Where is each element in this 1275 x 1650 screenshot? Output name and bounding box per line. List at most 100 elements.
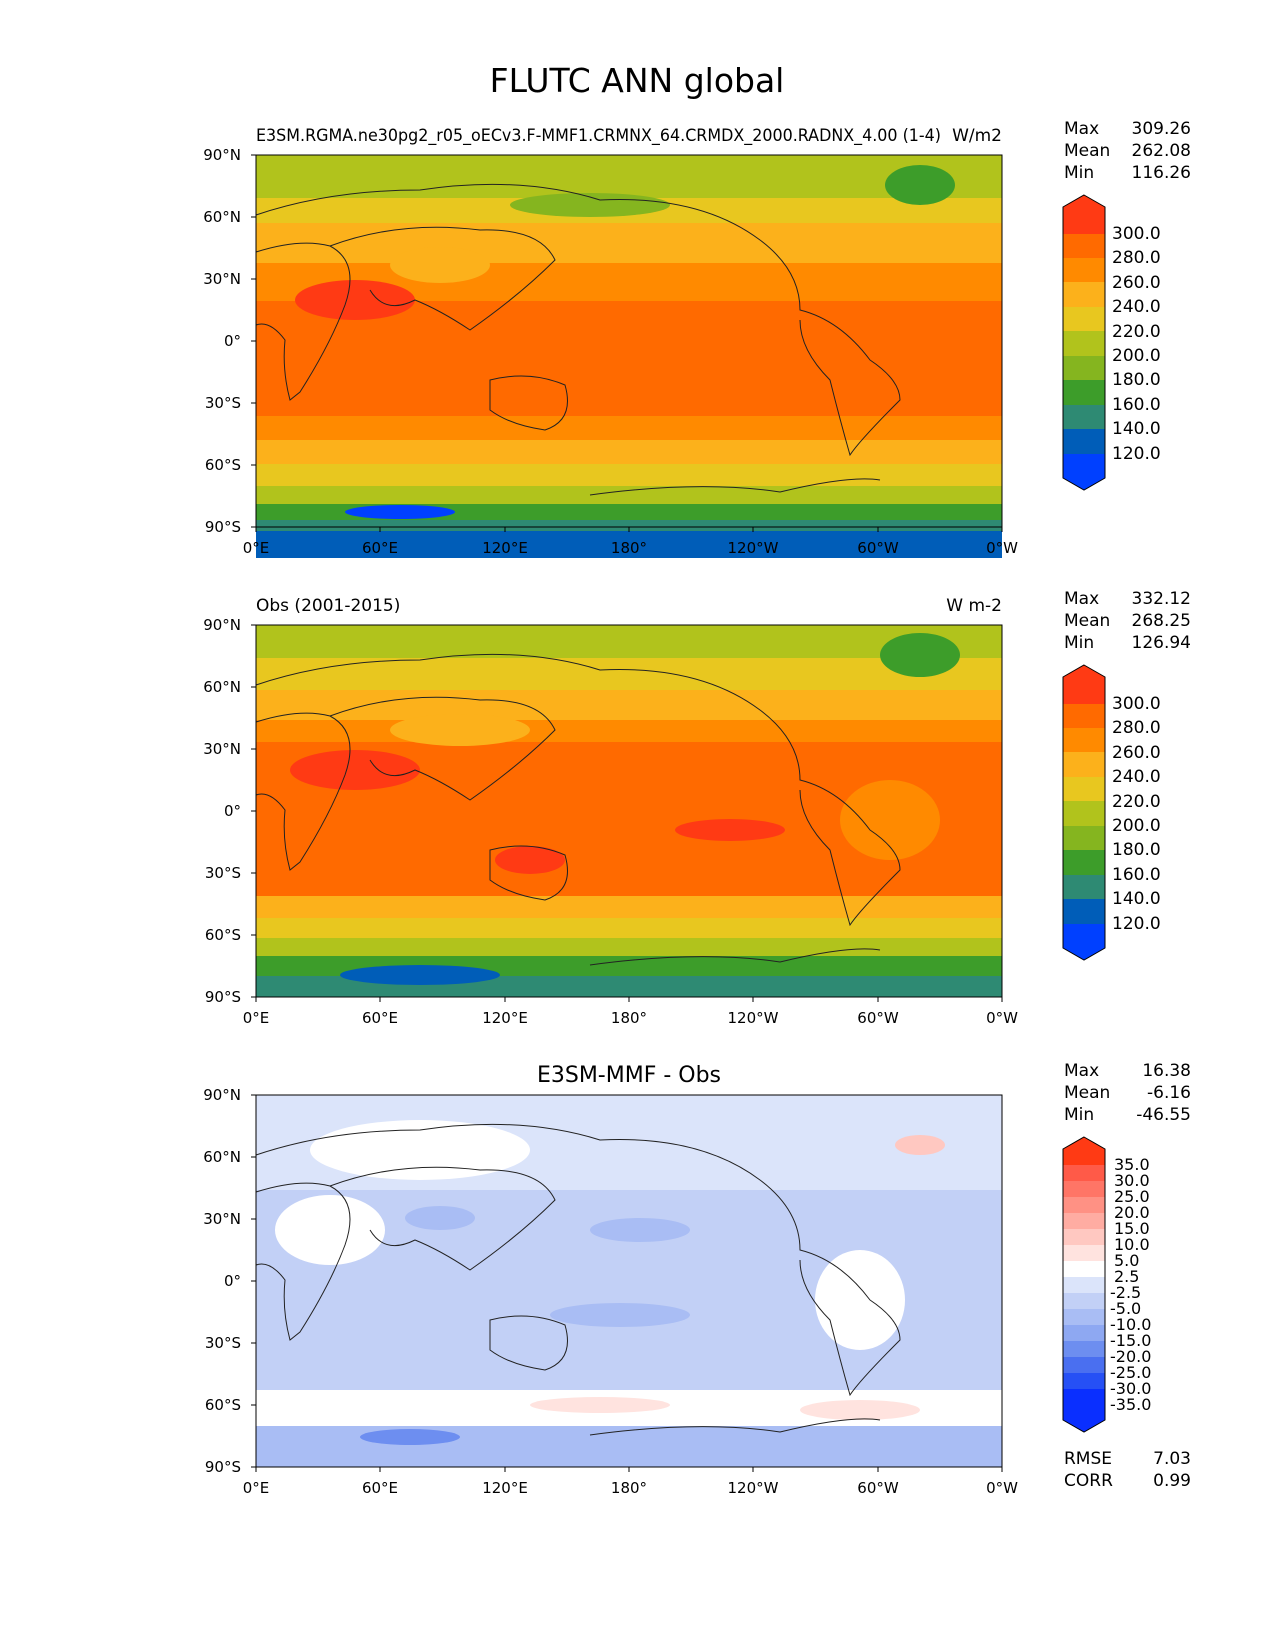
map-fill-feature <box>510 193 670 217</box>
coastline <box>329 226 556 331</box>
x-tick-label: 180° <box>611 1009 647 1027</box>
map-obs <box>255 624 1003 998</box>
colorbar-cell <box>1063 1293 1105 1309</box>
stat-value: -46.55 <box>1136 1105 1191 1125</box>
map-fill-band <box>256 531 1002 558</box>
coastline <box>255 1123 901 1397</box>
colorbar-tick-label: 35.0 <box>1114 1155 1150 1174</box>
stat-name: Mean <box>1064 141 1110 161</box>
stat-value: 7.03 <box>1153 1449 1191 1469</box>
colorbar-cell <box>1063 665 1105 704</box>
colorbar-cell <box>1063 282 1105 307</box>
y-tick-label: 60°S <box>205 926 241 944</box>
y-tick-label: 30°S <box>205 864 241 882</box>
colorbar-outline <box>1062 194 1106 491</box>
x-tick-label: 0°W <box>986 1009 1018 1027</box>
colorbar-cell <box>1063 704 1105 728</box>
y-tick-label: 30°S <box>205 394 241 412</box>
stat-value: 309.26 <box>1132 119 1191 139</box>
colorbar-cell <box>1063 1245 1105 1261</box>
y-axis: 90°N 60°N 30°N 0° 30°S 60°S 90°S <box>203 1086 256 1476</box>
y-tick-label: 0° <box>224 802 241 820</box>
x-axis: 0°E 60°E 120°E 180° 120°W 60°W 0°W <box>243 1467 1018 1497</box>
stat-value: 268.25 <box>1132 611 1191 631</box>
map-fill-band <box>256 938 1002 956</box>
colorbar-tick-label: -25.0 <box>1110 1363 1151 1382</box>
stat-value: 332.12 <box>1132 589 1191 609</box>
coastline <box>255 183 901 457</box>
map-fill-band <box>256 440 1002 464</box>
x-tick-label: 120°W <box>728 539 779 557</box>
map-fill-band <box>256 720 1002 742</box>
colorbar-outline <box>1062 664 1106 961</box>
y-axis: 90°N 60°N 30°N 0° 30°S 60°S 90°S <box>203 616 256 1006</box>
colorbar-cell <box>1063 777 1105 801</box>
map-fill-band <box>256 416 1002 440</box>
colorbar-tick-label: 260.0 <box>1112 743 1161 763</box>
x-tick-label: 0°E <box>243 1009 270 1027</box>
map-fill-feature <box>495 846 565 874</box>
colorbar-cell <box>1063 826 1105 850</box>
map-diff <box>255 1094 1003 1468</box>
stat-name: Mean <box>1064 611 1110 631</box>
colorbar-cell <box>1063 850 1105 875</box>
colorbar-tick-label: -30.0 <box>1110 1379 1151 1398</box>
stat-name: Max <box>1064 1061 1099 1081</box>
colorbar-tick-label: 280.0 <box>1112 718 1161 738</box>
x-tick-label: 60°E <box>362 1009 398 1027</box>
panel-center-label: E3SM-MMF - Obs <box>537 1063 721 1088</box>
colorbar-cell <box>1063 380 1105 405</box>
map-fill-feature <box>550 1303 690 1327</box>
colorbar-tick-label: 180.0 <box>1112 840 1161 860</box>
colorbar-cell <box>1063 307 1105 331</box>
coastline <box>489 1315 568 1371</box>
coastline <box>589 478 881 496</box>
stats-box: Max 332.12 Mean 268.25 Min 126.94 <box>1064 589 1191 653</box>
stat-value: 126.94 <box>1132 633 1191 653</box>
panel-left-label: E3SM.RGMA.ne30pg2_r05_oECv3.F-MMF1.CRMNX… <box>256 126 941 146</box>
map-fill-feature <box>880 633 960 677</box>
map-fill-feature <box>800 1400 920 1420</box>
panel-model: 0°E 60°E 120°E 180° 120°W 60°W 0°W 90°N … <box>203 119 1191 558</box>
colorbar-cell <box>1063 356 1105 380</box>
panel-diff: 0°E 60°E 120°E 180° 120°W 60°W 0°W 90°N … <box>203 1061 1191 1497</box>
map-fill-feature <box>815 1250 905 1350</box>
colorbar-tick-label: 240.0 <box>1112 767 1161 787</box>
colorbar: 300.0 280.0 260.0 240.0 220.0 200.0 180.… <box>1062 194 1161 491</box>
x-axis: 0°E 60°E 120°E 180° 120°W 60°W 0°W <box>243 997 1018 1027</box>
colorbar-tick-label: -20.0 <box>1110 1347 1151 1366</box>
x-tick-label: 180° <box>611 539 647 557</box>
map-fill-feature <box>530 1397 670 1413</box>
colorbar-cell <box>1063 331 1105 356</box>
colorbar-tick-label: -5.0 <box>1110 1299 1141 1318</box>
stat-name: Mean <box>1064 1083 1110 1103</box>
colorbar-tick-label: -15.0 <box>1110 1331 1151 1350</box>
map-fill-band <box>256 486 1002 504</box>
colorbar-tick-label: 15.0 <box>1114 1219 1150 1238</box>
map-fill-feature <box>675 819 785 841</box>
x-tick-label: 0°W <box>986 1479 1018 1497</box>
x-tick-label: 120°W <box>728 1479 779 1497</box>
colorbar-tick-label: 200.0 <box>1112 816 1161 836</box>
panel-left-label: Obs (2001-2015) <box>256 596 400 616</box>
y-tick-label: 60°N <box>203 208 241 226</box>
x-tick-label: 60°E <box>362 539 398 557</box>
map-fill-band <box>256 301 1002 416</box>
colorbar-cell <box>1063 924 1105 960</box>
panel-right-label: W/m2 <box>952 126 1002 146</box>
stat-value: 262.08 <box>1132 141 1191 161</box>
map-fill-band <box>256 464 1002 486</box>
colorbar-tick-label: 120.0 <box>1112 444 1161 464</box>
colorbar-tick-label: 140.0 <box>1112 889 1161 909</box>
map-fill-feature <box>290 750 420 790</box>
colorbar-cell <box>1063 258 1105 282</box>
y-axis: 90°N 60°N 30°N 0° 30°S 60°S 90°S <box>203 146 256 536</box>
y-tick-label: 90°N <box>203 1086 241 1104</box>
x-tick-label: 60°E <box>362 1479 398 1497</box>
y-tick-label: 0° <box>224 332 241 350</box>
stat-name: Min <box>1064 163 1094 183</box>
colorbar-cell <box>1063 1213 1105 1229</box>
y-tick-label: 60°N <box>203 1148 241 1166</box>
x-tick-label: 0°W <box>986 539 1018 557</box>
colorbar-tick-label: 220.0 <box>1112 792 1161 812</box>
